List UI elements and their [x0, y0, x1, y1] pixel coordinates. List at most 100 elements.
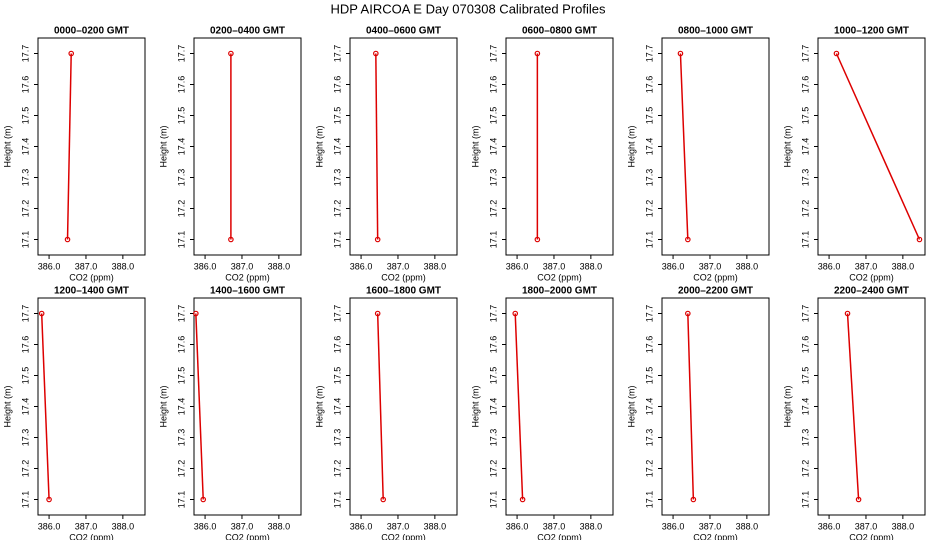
y-tick-label: 17.7 — [800, 45, 810, 63]
y-tick-label: 17.6 — [644, 336, 654, 354]
x-tick-label: 387.0 — [231, 261, 254, 271]
panel-title: 1200–1400 GMT — [54, 286, 129, 297]
y-tick-label: 17.1 — [800, 491, 810, 509]
profile-line — [687, 313, 695, 500]
y-tick-label: 17.5 — [20, 107, 30, 125]
plot-box — [817, 297, 926, 516]
x-tick-label: 388.0 — [268, 521, 291, 531]
plot-box — [37, 297, 146, 516]
profile-line — [376, 313, 384, 500]
point — [534, 236, 541, 243]
y-tick-label: 17.2 — [20, 200, 30, 218]
x-tick-label: 388.0 — [424, 521, 447, 531]
x-axis-label: CO2 (ppm) — [69, 272, 114, 282]
x-tick-label: 387.0 — [855, 521, 878, 531]
point — [38, 310, 45, 317]
y-tick-label: 17.4 — [644, 138, 654, 156]
panel-title: 1600–1800 GMT — [366, 286, 441, 297]
x-tick-label: 387.0 — [543, 521, 566, 531]
x-axis-label: CO2 (ppm) — [693, 272, 738, 282]
x-axis-label: CO2 (ppm) — [69, 532, 114, 540]
x-tick-label: 386.0 — [38, 521, 61, 531]
y-tick-label: 17.3 — [800, 429, 810, 447]
panel-title: 2200–2400 GMT — [834, 286, 909, 297]
y-tick-label: 17.7 — [332, 45, 342, 63]
plot-box — [37, 37, 146, 256]
plot-box — [661, 37, 770, 256]
y-tick-label: 17.1 — [332, 231, 342, 249]
y-tick-label: 17.4 — [176, 138, 186, 156]
x-axis-label: CO2 (ppm) — [225, 272, 270, 282]
y-tick-label: 17.2 — [644, 460, 654, 478]
x-tick-label: 387.0 — [387, 261, 410, 271]
y-tick-label: 17.4 — [332, 398, 342, 416]
x-tick-label: 388.0 — [736, 261, 759, 271]
y-tick-label: 17.5 — [20, 367, 30, 385]
point — [193, 310, 199, 317]
y-tick-label: 17.1 — [20, 491, 30, 509]
profile-line — [679, 53, 689, 240]
y-tick-label: 17.6 — [488, 336, 498, 354]
y-tick-label: 17.4 — [644, 398, 654, 416]
x-tick-label: 387.0 — [75, 261, 98, 271]
x-tick-label: 386.0 — [194, 261, 217, 271]
y-tick-label: 17.7 — [176, 45, 186, 63]
x-axis-label: CO2 (ppm) — [381, 272, 426, 282]
point — [916, 236, 923, 243]
y-tick-label: 17.6 — [20, 336, 30, 354]
y-axis-label: Height (m) — [314, 125, 324, 167]
y-tick-label: 17.3 — [20, 429, 30, 447]
x-tick-label: 387.0 — [75, 521, 98, 531]
profile-line — [40, 313, 50, 500]
y-tick-label: 17.2 — [488, 200, 498, 218]
y-tick-label: 17.7 — [20, 305, 30, 323]
y-tick-label: 17.3 — [488, 169, 498, 187]
y-tick-label: 17.7 — [20, 45, 30, 63]
y-axis-label: Height (m) — [158, 385, 168, 427]
y-tick-label: 17.7 — [488, 305, 498, 323]
profile-line — [195, 313, 204, 500]
x-tick-label: 387.0 — [543, 261, 566, 271]
y-tick-label: 17.4 — [488, 398, 498, 416]
panel-title: 1800–2000 GMT — [522, 286, 597, 297]
panel-title: 0200–0400 GMT — [210, 26, 285, 37]
x-tick-label: 388.0 — [892, 261, 915, 271]
y-tick-label: 17.5 — [488, 107, 498, 125]
y-tick-label: 17.1 — [20, 231, 30, 249]
y-axis-label: Height (m) — [782, 385, 792, 427]
point — [690, 496, 697, 503]
y-tick-label: 17.4 — [20, 398, 30, 416]
y-tick-label: 17.6 — [176, 76, 186, 94]
y-tick-label: 17.2 — [332, 200, 342, 218]
y-tick-label: 17.2 — [20, 460, 30, 478]
y-tick-label: 17.5 — [800, 367, 810, 385]
y-tick-label: 17.2 — [176, 460, 186, 478]
x-tick-label: 386.0 — [350, 521, 373, 531]
y-tick-label: 17.4 — [800, 138, 810, 156]
y-axis-label: Height (m) — [470, 385, 480, 427]
point — [677, 50, 684, 57]
figure-title: HDP AIRCOA E Day 070308 Calibrated Profi… — [330, 1, 606, 16]
y-tick-label: 17.3 — [332, 429, 342, 447]
plot-box — [349, 297, 458, 516]
y-tick-label: 17.5 — [644, 107, 654, 125]
y-tick-label: 17.7 — [644, 305, 654, 323]
x-tick-label: 387.0 — [699, 261, 722, 271]
y-tick-label: 17.1 — [644, 491, 654, 509]
x-axis-label: CO2 (ppm) — [537, 532, 582, 540]
x-axis-label: CO2 (ppm) — [225, 532, 270, 540]
x-axis-label: CO2 (ppm) — [537, 272, 582, 282]
y-tick-label: 17.1 — [488, 491, 498, 509]
x-tick-label: 387.0 — [855, 261, 878, 271]
y-tick-label: 17.5 — [176, 107, 186, 125]
point — [855, 496, 862, 503]
y-tick-label: 17.6 — [644, 76, 654, 94]
plot-box — [817, 37, 926, 256]
panel-title: 2000–2200 GMT — [678, 286, 753, 297]
panel-title: 1000–1200 GMT — [834, 26, 909, 37]
y-tick-label: 17.6 — [332, 76, 342, 94]
y-axis-label: Height (m) — [626, 385, 636, 427]
plot-box — [349, 37, 458, 256]
y-tick-label: 17.7 — [644, 45, 654, 63]
plot-box — [661, 297, 770, 516]
